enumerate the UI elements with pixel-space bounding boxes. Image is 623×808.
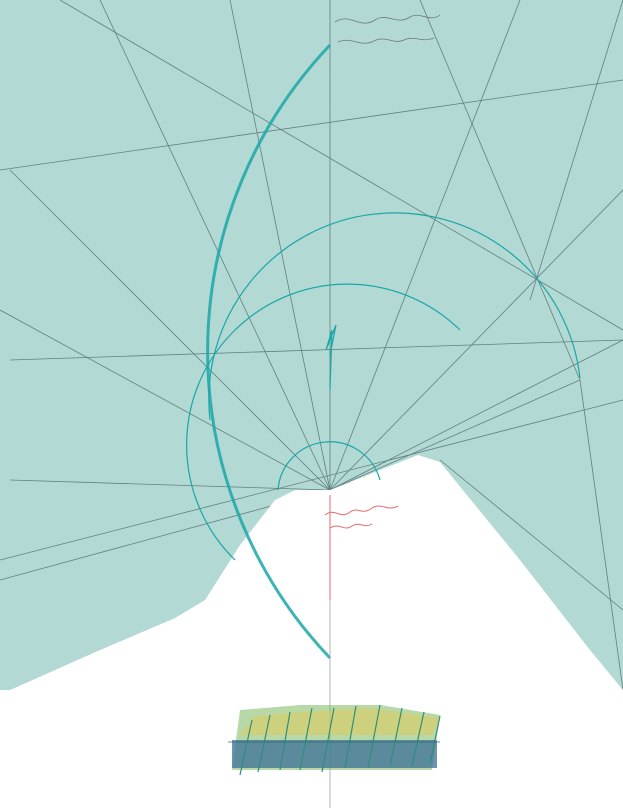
pencil-scribble (329, 14, 441, 808)
grass-strokes (239, 704, 441, 776)
blue-scribble (325, 324, 337, 391)
red-scribble (324, 495, 399, 600)
grass-drawing (228, 704, 441, 776)
inner-arc (186, 283, 461, 561)
grass-blue-band (232, 740, 437, 768)
small-arc (277, 441, 381, 491)
large-arc (206, 43, 332, 660)
medium-arc (208, 212, 581, 421)
pencil-rays (0, 0, 623, 690)
blue-arcs (186, 43, 581, 660)
